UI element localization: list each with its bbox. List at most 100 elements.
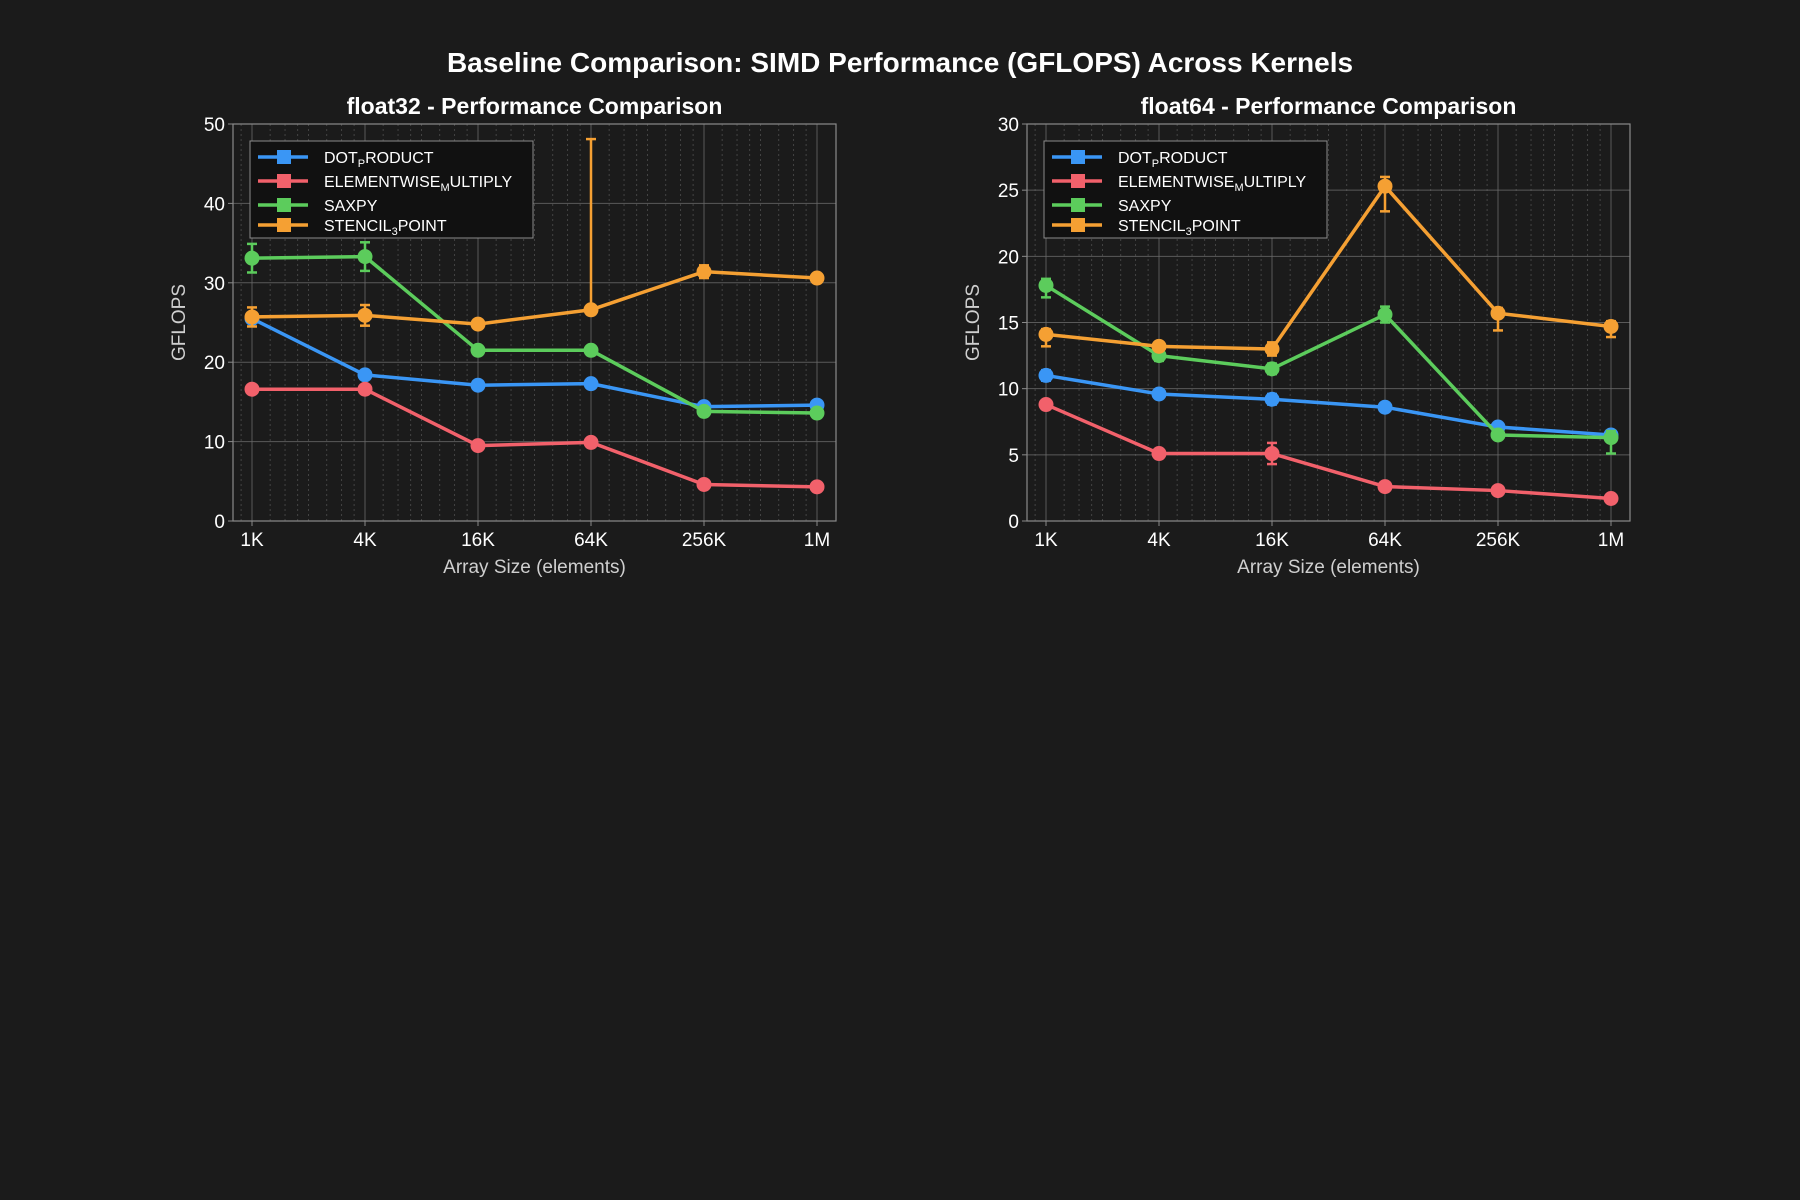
data-point bbox=[809, 479, 825, 495]
legend-swatch-marker bbox=[1071, 174, 1085, 188]
data-point bbox=[583, 434, 599, 450]
legend-swatch-marker bbox=[1071, 198, 1085, 212]
x-axis-label: Array Size (elements) bbox=[1237, 557, 1420, 578]
data-point bbox=[470, 377, 486, 393]
x-tick-label: 4K bbox=[353, 530, 377, 551]
data-point bbox=[1151, 338, 1167, 354]
x-tick-label: 64K bbox=[1368, 530, 1402, 551]
legend-swatch-marker bbox=[1071, 218, 1085, 232]
legend-swatch-marker bbox=[277, 150, 291, 164]
data-point bbox=[696, 264, 712, 280]
y-tick-label: 20 bbox=[998, 247, 1019, 268]
x-tick-label: 1M bbox=[1598, 530, 1624, 551]
series-line bbox=[1045, 402, 1612, 501]
legend: DOTPRODUCT ELEMENTWISEMULTIPLY SAXPY STENCI… bbox=[1043, 140, 1328, 239]
data-point bbox=[357, 381, 373, 397]
series-line bbox=[252, 387, 818, 489]
float64-chart: float64 - Performance Comparison 1K 4K 16K 6… bbox=[963, 93, 1631, 578]
data-point bbox=[244, 250, 260, 266]
data-point bbox=[1377, 307, 1393, 323]
data-point bbox=[1603, 430, 1619, 446]
series-elementwise-multiply bbox=[1038, 397, 1619, 507]
y-tick-label: 40 bbox=[204, 194, 225, 215]
x-tick-label: 16K bbox=[1255, 530, 1289, 551]
legend-swatch-marker bbox=[277, 218, 291, 232]
legend-label: SAXPY bbox=[1118, 198, 1172, 215]
y-tick-label: 30 bbox=[204, 274, 225, 295]
legend-label: STENCIL3POINT bbox=[324, 218, 447, 238]
x-axis-label: Array Size (elements) bbox=[443, 557, 626, 578]
x-tick-label: 16K bbox=[461, 530, 495, 551]
data-point bbox=[1151, 446, 1167, 462]
data-point bbox=[1377, 479, 1393, 495]
legend-label: ELEMENTWISEMULTIPLY bbox=[1118, 174, 1307, 194]
legend-entry: STENCIL3POINT bbox=[258, 218, 447, 238]
data-point bbox=[1490, 427, 1506, 443]
data-point bbox=[809, 405, 825, 421]
y-tick-label: 25 bbox=[998, 181, 1019, 202]
y-axis: 0 10 20 30 40 50 bbox=[204, 115, 233, 533]
legend-entry: SAXPY bbox=[258, 198, 378, 215]
data-point bbox=[1264, 361, 1280, 377]
series-saxpy bbox=[1038, 277, 1619, 455]
x-axis: 1K 4K 16K 64K 256K 1M bbox=[1034, 521, 1624, 551]
data-point bbox=[1038, 367, 1054, 383]
data-point bbox=[357, 249, 373, 265]
x-tick-label: 1K bbox=[240, 530, 264, 551]
legend-entry: SAXPY bbox=[1052, 198, 1172, 215]
data-point bbox=[357, 367, 373, 383]
legend-label: DOTPRODUCT bbox=[324, 150, 434, 170]
data-point bbox=[470, 316, 486, 332]
y-axis-label: GFLOPS bbox=[169, 284, 190, 361]
series-stencil-3point bbox=[244, 137, 825, 332]
data-point bbox=[1490, 305, 1506, 321]
data-point bbox=[1264, 391, 1280, 407]
data-point bbox=[470, 438, 486, 454]
data-point bbox=[1603, 491, 1619, 507]
legend-entry: ELEMENTWISEMULTIPLY bbox=[258, 174, 513, 194]
y-axis: 0 5 10 15 20 25 30 bbox=[998, 115, 1027, 533]
legend-entry: DOTPRODUCT bbox=[258, 150, 434, 170]
x-tick-label: 4K bbox=[1147, 530, 1171, 551]
legend-swatch-marker bbox=[1071, 150, 1085, 164]
data-point bbox=[470, 342, 486, 358]
legend-entry: DOTPRODUCT bbox=[1052, 150, 1228, 170]
y-tick-label: 0 bbox=[1008, 512, 1019, 533]
data-point bbox=[357, 307, 373, 323]
data-point bbox=[1038, 326, 1054, 342]
legend-entry: STENCIL3POINT bbox=[1052, 218, 1241, 238]
data-point bbox=[1038, 397, 1054, 413]
data-point bbox=[244, 309, 260, 325]
series-elementwise-multiply bbox=[244, 381, 825, 495]
y-tick-label: 5 bbox=[1008, 446, 1019, 467]
x-tick-label: 1K bbox=[1034, 530, 1058, 551]
x-tick-label: 256K bbox=[1476, 530, 1521, 551]
data-point bbox=[1377, 399, 1393, 415]
y-tick-label: 30 bbox=[998, 115, 1019, 136]
data-point bbox=[1377, 178, 1393, 194]
data-point bbox=[244, 381, 260, 397]
data-point bbox=[1603, 318, 1619, 334]
chart-title: float64 - Performance Comparison bbox=[1141, 93, 1517, 119]
legend-label: SAXPY bbox=[324, 198, 378, 215]
y-tick-label: 50 bbox=[204, 115, 225, 136]
legend-label: ELEMENTWISEMULTIPLY bbox=[324, 174, 513, 194]
legend-swatch-marker bbox=[277, 198, 291, 212]
data-point bbox=[583, 302, 599, 318]
y-tick-label: 20 bbox=[204, 353, 225, 374]
y-tick-label: 10 bbox=[204, 433, 225, 454]
series-line bbox=[1045, 373, 1612, 437]
y-tick-label: 10 bbox=[998, 380, 1019, 401]
legend-label: STENCIL3POINT bbox=[1118, 218, 1241, 238]
series-line bbox=[1045, 184, 1612, 351]
series-line bbox=[251, 254, 818, 415]
y-tick-label: 15 bbox=[998, 314, 1019, 335]
x-tick-label: 64K bbox=[574, 530, 608, 551]
series-line bbox=[251, 316, 818, 409]
figure-suptitle: Baseline Comparison: SIMD Performance (G… bbox=[447, 47, 1353, 78]
data-point bbox=[1264, 341, 1280, 357]
x-axis: 1K 4K 16K 64K 256K 1M bbox=[240, 521, 830, 551]
legend: DOTPRODUCT ELEMENTWISEMULTIPLY SAXPY STENCI… bbox=[249, 140, 534, 239]
data-point bbox=[1490, 483, 1506, 499]
